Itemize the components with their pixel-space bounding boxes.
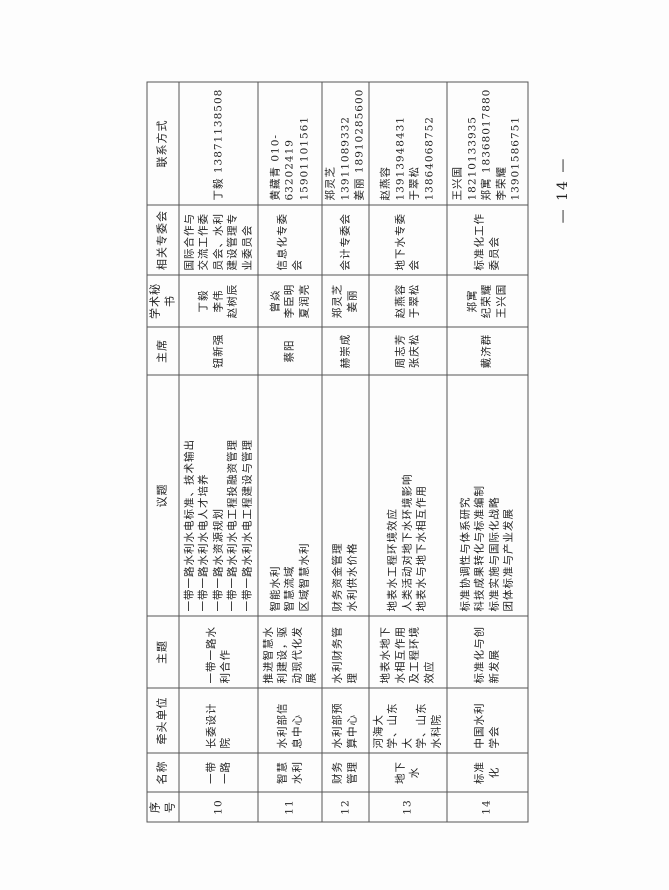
header-contact: 联系方式	[146, 81, 179, 205]
header-topics: 议题	[146, 374, 179, 616]
cell-chair: 赫崇成	[321, 326, 368, 375]
cell-theme: 地表水地下 水相互作用 及工程环境 效应	[368, 615, 446, 688]
cell-topics: 智能水利 智慧流域 区域智慧水利	[257, 374, 322, 616]
cell-contact: 郑灵芝 13911089332 姜丽 18910285600	[321, 81, 368, 205]
cell-lead-unit: 水利部信 息中心	[257, 687, 322, 753]
cell-lead-unit: 水利部预 算中心	[321, 687, 368, 753]
table-row: 11 智慧 水利 水利部信 息中心 推进智慧水 利建设，驱 动现代化发 展智能水利 智…	[257, 81, 322, 822]
cell-name: 一带 一路	[178, 752, 258, 792]
cell-chair: 戴济群	[446, 326, 527, 375]
cell-committee: 国际合作与 交流工作委 员会、水利 建设管理专 业委员会	[178, 204, 258, 275]
header-lead-unit: 牵头单位	[146, 687, 179, 753]
cell-chair: 钮新强	[178, 326, 258, 375]
cell-contact: 丁毅 13871138508	[178, 81, 258, 205]
cell-name: 地下 水	[368, 752, 446, 792]
cell-serial: 11	[257, 791, 322, 822]
cell-theme: 标准化与创 新发展	[446, 615, 527, 688]
table-row: 14 标准 化中国水利 学会 标准化与创 新发展 标准协调性与体系研究 科技成果转化与…	[446, 81, 527, 822]
cell-lead-unit: 中国水利 学会	[446, 687, 527, 753]
header-row: 序 号名称 牵头单位 主题 议题 主席 学术秘 书相关专委会 联系方式	[146, 81, 179, 822]
cell-committee: 信息化专委 会	[257, 204, 322, 275]
cell-serial: 14	[446, 791, 527, 822]
page-number: — 14 —	[555, 156, 571, 224]
header-name: 名称	[146, 752, 179, 792]
header-committee: 相关专委会	[146, 204, 179, 275]
cell-committee: 标准化工作 委员会	[446, 204, 527, 275]
cell-committee: 地下水专委 会	[368, 204, 446, 275]
cell-secretary: 郑灵芝 姜丽	[321, 274, 368, 327]
committee-table: 序 号名称 牵头单位 主题 议题 主席 学术秘 书相关专委会 联系方式 10 一带 一路 长委设计…	[146, 81, 528, 822]
table-row: 13 地下 水河海大 学、山东大 学、山东 水科院 地表水地下 水相互作用 及工程环…	[368, 81, 446, 822]
cell-secretary: 赵燕容 于翠松	[368, 274, 446, 327]
cell-contact: 赵燕容 13913948431 于翠松 13864068752	[368, 81, 446, 205]
cell-topics: 地表水工程环境效应 人类活动对地下水环境影响 地表水与地下水相互作用	[368, 374, 446, 616]
cell-lead-unit: 长委设计 院	[178, 687, 258, 753]
cell-secretary: 曾焱 李臣明 夏润亮	[257, 274, 322, 327]
cell-theme: 水利财务管 理	[321, 615, 368, 688]
cell-lead-unit: 河海大 学、山东大 学、山东 水科院	[368, 687, 446, 753]
cell-theme: 一带一路水 利合作	[178, 615, 258, 688]
rotated-table-frame: 序 号名称 牵头单位 主题 议题 主席 学术秘 书相关专委会 联系方式 10 一带 一路 长委设计…	[146, 81, 527, 822]
cell-contact: 王兴国 18210133935 郑寓 18368017880 李荣耀 13901…	[446, 81, 527, 205]
cell-contact: 黄藏青 010-63202419 15901101561	[257, 81, 322, 205]
cell-name: 标准 化	[446, 752, 527, 792]
cell-chair: 蔡阳	[257, 326, 322, 375]
cell-serial: 12	[321, 791, 368, 822]
cell-serial: 10	[178, 791, 258, 822]
table-row: 10 一带 一路 长委设计 院一带一路水 利合作 一带一路水利水电标准、技术输出 一带…	[178, 81, 258, 822]
cell-topics: 一带一路水利水电标准、技术输出 一带一路水利水电人才培养 一带一路水资源规划 一…	[178, 374, 258, 616]
cell-topics: 标准协调性与体系研究 科技成果转化与标准编制 标准实施与国际化战略 团体标准与产…	[446, 374, 527, 616]
header-secretary: 学术秘 书	[146, 274, 179, 327]
header-theme: 主题	[146, 615, 179, 688]
cell-secretary: 丁毅 李伟 赵树辰	[178, 274, 258, 327]
header-serial: 序 号	[146, 791, 179, 822]
cell-secretary: 郑寓 纪荣耀 王兴国	[446, 274, 527, 327]
cell-serial: 13	[368, 791, 446, 822]
cell-name: 财务 管理	[321, 752, 368, 792]
header-chair: 主席	[146, 326, 179, 375]
table-row: 12 财务 管理 水利部预 算中心 水利财务管 理财务资金管理 水利供水价格 赫崇成 郑灵…	[321, 81, 368, 822]
cell-theme: 推进智慧水 利建设，驱 动现代化发 展	[257, 615, 322, 688]
cell-committee: 会计专委会	[321, 204, 368, 275]
cell-chair: 周志芳 张庆松	[368, 326, 446, 375]
cell-name: 智慧 水利	[257, 752, 322, 792]
cell-topics: 财务资金管理 水利供水价格	[321, 374, 368, 616]
